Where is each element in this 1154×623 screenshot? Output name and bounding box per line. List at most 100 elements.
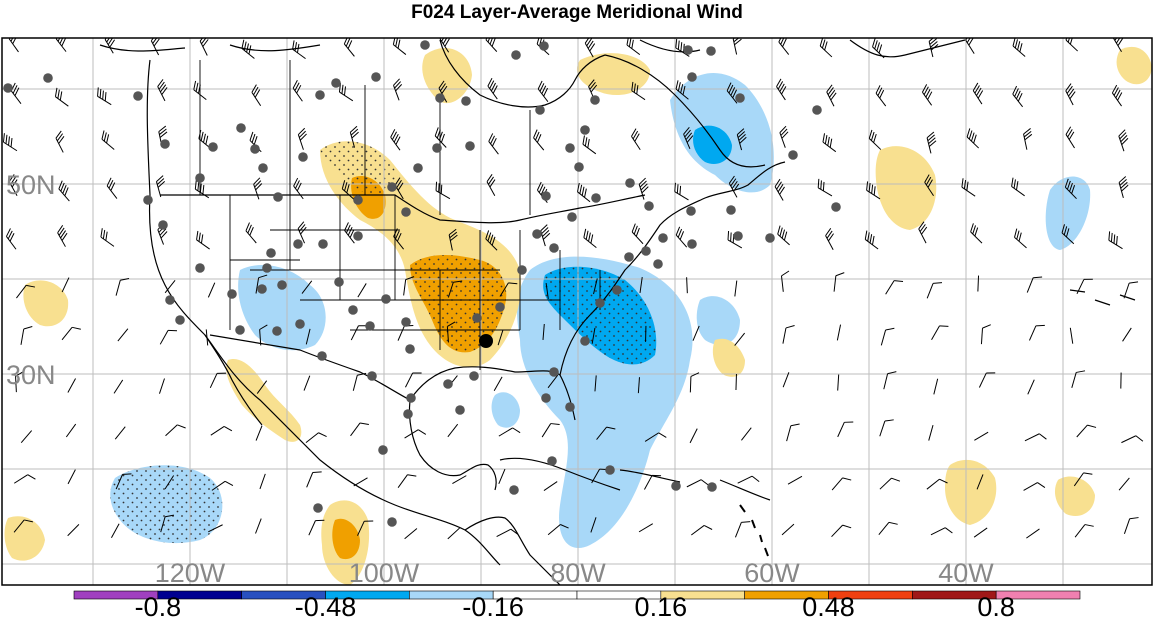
- station-marker: [707, 482, 717, 492]
- station-marker: [227, 289, 237, 299]
- station-marker: [165, 295, 175, 305]
- station-marker: [535, 105, 545, 115]
- station-marker: [541, 393, 551, 403]
- station-marker: [733, 231, 743, 241]
- colorbar-tick-label: -0.16: [462, 592, 524, 623]
- station-marker: [706, 46, 716, 56]
- wind-barb: [978, 276, 979, 292]
- station-marker: [413, 163, 423, 173]
- station-marker: [539, 41, 549, 51]
- station-marker: [277, 280, 287, 290]
- station-marker: [315, 90, 325, 100]
- station-marker: [262, 263, 272, 273]
- target-location-marker: [479, 334, 493, 348]
- station-marker: [580, 336, 590, 346]
- station-marker: [461, 96, 471, 106]
- colorbar-tick-label: 0.8: [977, 592, 1015, 623]
- station-marker: [353, 231, 363, 241]
- station-marker: [591, 193, 601, 203]
- station-marker: [381, 294, 391, 304]
- latitude-label: 30N: [6, 360, 56, 390]
- longitude-label: 120W: [155, 558, 226, 588]
- station-marker: [43, 73, 53, 83]
- station-marker: [641, 246, 651, 256]
- colorbar-tick-label: -0.48: [295, 592, 357, 623]
- station-marker: [735, 93, 745, 103]
- station-marker: [472, 313, 482, 323]
- station-marker: [547, 456, 557, 466]
- station-marker: [788, 150, 798, 160]
- station-marker: [160, 139, 170, 149]
- station-marker: [590, 95, 600, 105]
- longitude-label: 80W: [550, 558, 606, 588]
- station-marker: [371, 72, 381, 82]
- station-marker: [549, 367, 559, 377]
- station-marker: [683, 45, 693, 55]
- station-marker: [317, 351, 327, 361]
- longitude-label: 60W: [744, 558, 800, 588]
- station-marker: [765, 233, 775, 243]
- station-marker: [236, 123, 246, 133]
- station-marker: [387, 517, 397, 527]
- station-marker: [605, 465, 615, 475]
- station-marker: [365, 321, 375, 331]
- station-marker: [318, 239, 328, 249]
- station-marker: [549, 243, 559, 253]
- station-marker: [367, 371, 377, 381]
- colorbar: [74, 591, 1080, 599]
- station-marker: [298, 152, 308, 162]
- station-marker: [687, 239, 697, 249]
- station-marker: [313, 503, 323, 513]
- station-marker: [574, 162, 584, 172]
- station-marker: [353, 195, 363, 205]
- station-marker: [625, 178, 635, 188]
- station-marker: [624, 252, 634, 262]
- station-marker: [208, 142, 218, 152]
- station-marker: [257, 284, 267, 294]
- colorbar-tick-label: 0.16: [635, 592, 688, 623]
- station-marker: [658, 233, 668, 243]
- station-marker: [612, 285, 622, 295]
- station-marker: [812, 105, 822, 115]
- station-marker: [406, 393, 416, 403]
- station-marker: [401, 207, 411, 217]
- station-marker: [272, 326, 282, 336]
- station-marker: [687, 72, 697, 82]
- station-marker: [532, 229, 542, 239]
- station-marker: [175, 315, 185, 325]
- station-marker: [378, 445, 388, 455]
- station-marker: [250, 144, 260, 154]
- station-marker: [565, 402, 575, 412]
- station-marker: [273, 192, 283, 202]
- station-marker: [158, 220, 168, 230]
- colorbar-tick-label: -0.8: [135, 592, 182, 623]
- station-marker: [469, 371, 479, 381]
- station-marker: [495, 302, 505, 312]
- station-marker: [266, 248, 276, 258]
- station-marker: [403, 409, 413, 419]
- station-marker: [293, 239, 303, 249]
- station-marker: [595, 298, 605, 308]
- station-marker: [3, 83, 13, 93]
- station-marker: [432, 143, 442, 153]
- colorbar-tick-label: 0.48: [802, 592, 855, 623]
- longitude-label: 100W: [349, 558, 420, 588]
- station-marker: [387, 182, 397, 192]
- station-marker: [541, 191, 551, 201]
- station-marker: [435, 93, 445, 103]
- station-marker: [465, 141, 475, 151]
- station-marker: [831, 202, 841, 212]
- station-marker: [195, 263, 205, 273]
- station-marker: [405, 344, 415, 354]
- station-marker: [511, 50, 521, 60]
- station-marker: [653, 259, 663, 269]
- station-marker: [455, 405, 465, 415]
- station-marker: [644, 201, 654, 211]
- latitude-label: 50N: [6, 170, 56, 200]
- station-marker: [195, 173, 205, 183]
- station-marker: [295, 319, 305, 329]
- longitude-label: 40W: [938, 558, 994, 588]
- station-marker: [258, 163, 268, 173]
- station-marker: [580, 125, 590, 135]
